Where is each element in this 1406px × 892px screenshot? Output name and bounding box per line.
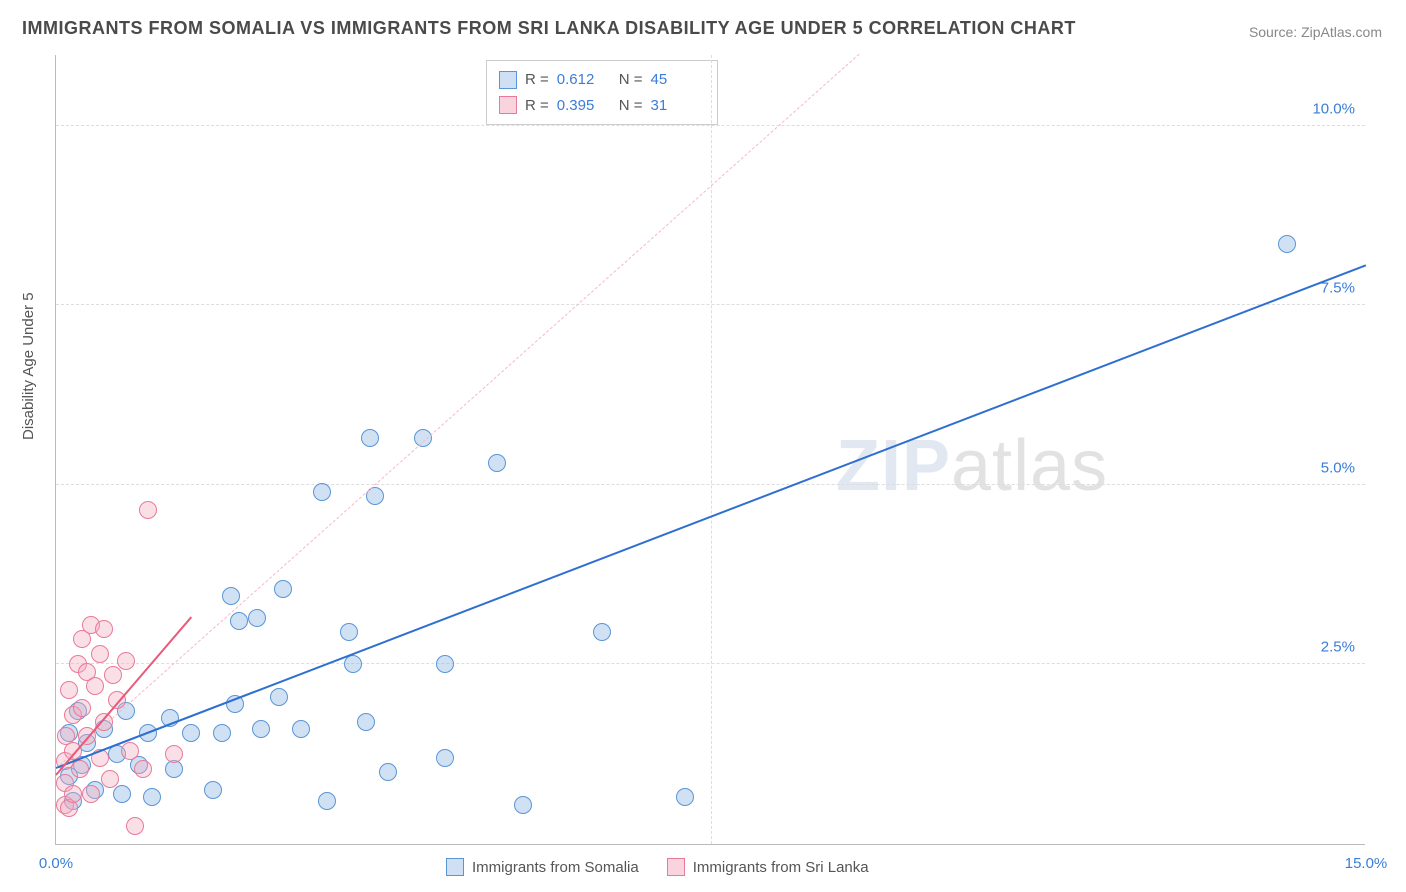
chart-title: IMMIGRANTS FROM SOMALIA VS IMMIGRANTS FR… <box>22 18 1076 39</box>
source-label: Source: ZipAtlas.com <box>1249 24 1382 40</box>
data-point-srilanka <box>60 681 78 699</box>
watermark: ZIPatlas <box>836 425 1108 507</box>
data-point-srilanka <box>64 785 82 803</box>
data-point-somalia <box>213 724 231 742</box>
trend-dash-somalia <box>56 53 860 768</box>
data-point-srilanka <box>126 817 144 835</box>
r-value-somalia: 0.612 <box>557 67 611 93</box>
series-legend: Immigrants from Somalia Immigrants from … <box>446 858 869 876</box>
data-point-srilanka <box>139 501 157 519</box>
swatch-srilanka-icon <box>499 96 517 114</box>
r-value-srilanka: 0.395 <box>557 93 611 119</box>
data-point-srilanka <box>86 677 104 695</box>
watermark-bold: ZIP <box>836 426 951 506</box>
data-point-somalia <box>143 788 161 806</box>
data-point-srilanka <box>95 620 113 638</box>
data-point-somalia <box>1278 235 1296 253</box>
data-point-srilanka <box>71 760 89 778</box>
swatch-srilanka-icon <box>667 858 685 876</box>
data-point-somalia <box>361 429 379 447</box>
data-point-somalia <box>414 429 432 447</box>
legend-row-srilanka: R = 0.395 N = 31 <box>499 93 705 119</box>
r-label: R = <box>525 67 549 93</box>
legend-label-srilanka: Immigrants from Sri Lanka <box>693 859 869 876</box>
data-point-srilanka <box>165 745 183 763</box>
data-point-srilanka <box>73 699 91 717</box>
legend-item-srilanka: Immigrants from Sri Lanka <box>667 858 869 876</box>
n-value-srilanka: 31 <box>651 93 705 119</box>
data-point-somalia <box>514 796 532 814</box>
y-tick-label: 10.0% <box>1312 100 1355 117</box>
legend-item-somalia: Immigrants from Somalia <box>446 858 639 876</box>
data-point-srilanka <box>104 666 122 684</box>
data-point-somalia <box>182 724 200 742</box>
data-point-srilanka <box>117 652 135 670</box>
data-point-somalia <box>292 720 310 738</box>
legend-row-somalia: R = 0.612 N = 45 <box>499 67 705 93</box>
legend-label-somalia: Immigrants from Somalia <box>472 859 639 876</box>
data-point-somalia <box>436 655 454 673</box>
data-point-somalia <box>379 763 397 781</box>
data-point-somalia <box>436 749 454 767</box>
data-point-somalia <box>113 785 131 803</box>
data-point-somalia <box>676 788 694 806</box>
data-point-somalia <box>274 580 292 598</box>
watermark-thin: atlas <box>951 426 1108 506</box>
data-point-srilanka <box>121 742 139 760</box>
data-point-somalia <box>204 781 222 799</box>
n-label: N = <box>619 67 643 93</box>
data-point-srilanka <box>91 645 109 663</box>
data-point-srilanka <box>101 770 119 788</box>
data-point-somalia <box>344 655 362 673</box>
swatch-somalia-icon <box>499 71 517 89</box>
n-label: N = <box>619 93 643 119</box>
x-tick-label: 15.0% <box>1345 855 1388 872</box>
y-tick-label: 2.5% <box>1321 639 1355 656</box>
data-point-somalia <box>340 623 358 641</box>
r-label: R = <box>525 93 549 119</box>
data-point-srilanka <box>82 785 100 803</box>
swatch-somalia-icon <box>446 858 464 876</box>
data-point-somalia <box>222 587 240 605</box>
correlation-legend: R = 0.612 N = 45 R = 0.395 N = 31 <box>486 60 718 125</box>
y-tick-label: 5.0% <box>1321 459 1355 476</box>
n-value-somalia: 45 <box>651 67 705 93</box>
data-point-somalia <box>230 612 248 630</box>
y-axis-label: Disability Age Under 5 <box>20 292 37 440</box>
x-tick-label: 0.0% <box>39 855 73 872</box>
data-point-somalia <box>357 713 375 731</box>
data-point-somalia <box>488 454 506 472</box>
data-point-somalia <box>252 720 270 738</box>
data-point-somalia <box>318 792 336 810</box>
data-point-somalia <box>248 609 266 627</box>
data-point-srilanka <box>134 760 152 778</box>
data-point-somalia <box>313 483 331 501</box>
scatter-plot: ZIPatlas R = 0.612 N = 45 R = 0.395 N = … <box>55 55 1365 845</box>
data-point-somalia <box>593 623 611 641</box>
y-tick-label: 7.5% <box>1321 280 1355 297</box>
gridline-x <box>711 55 712 844</box>
data-point-somalia <box>270 688 288 706</box>
